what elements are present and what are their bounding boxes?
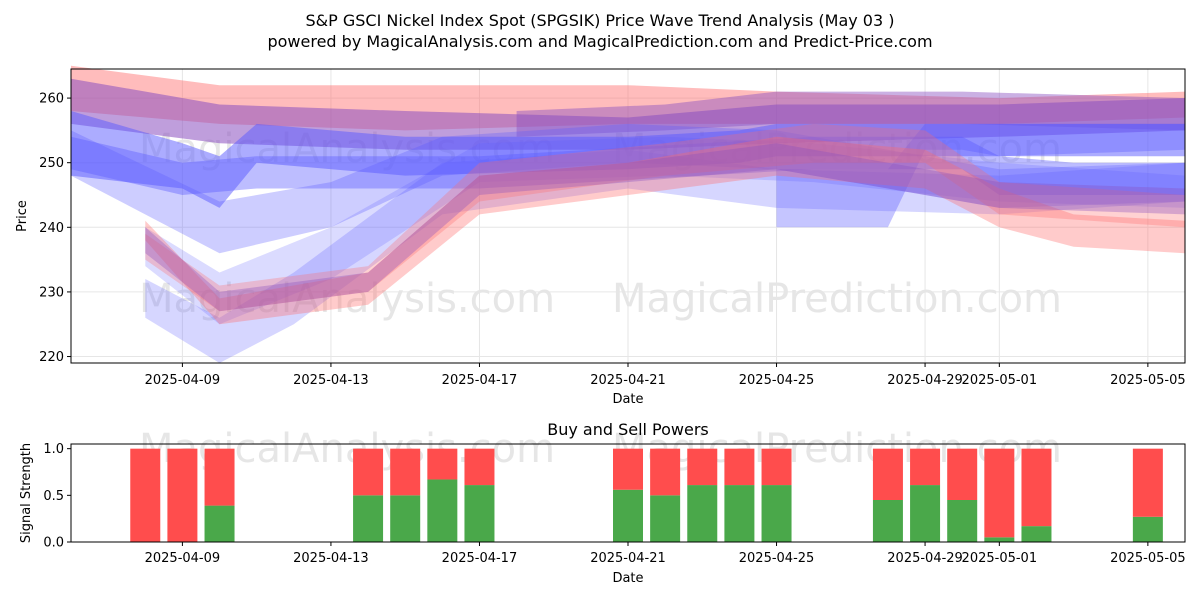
buy-bar-7 [613, 489, 643, 542]
signal-x-tick-label-3: 2025-04-21 [590, 551, 666, 566]
signal-x-tick-label-4: 2025-04-25 [739, 551, 815, 566]
signal-y-tick-label-0: 0.0 [43, 536, 64, 551]
price-band-4 [71, 136, 1185, 195]
price-y-tick-label-3: 250 [39, 156, 64, 171]
buy-bar-10 [724, 485, 755, 542]
price-y-tick-label-1: 230 [39, 285, 64, 300]
buy-bar-13 [910, 485, 941, 542]
signal-x-tick-label-2: 2025-04-17 [442, 551, 518, 566]
price-band-9 [145, 136, 1185, 325]
sell-bar-17 [1132, 448, 1163, 517]
sell-bar-14 [947, 448, 978, 500]
price-band-3 [71, 111, 1185, 208]
price-x-tick-label-2: 2025-04-17 [442, 373, 518, 388]
sell-bar-9 [687, 448, 718, 486]
sell-bar-11 [761, 448, 792, 486]
buy-bar-9 [687, 485, 718, 542]
price-band-10 [145, 123, 1185, 312]
buy-bar-12 [872, 500, 903, 542]
sell-bar-12 [872, 448, 903, 500]
sell-bar-13 [910, 448, 941, 486]
price-y-axis-label: Price [15, 200, 30, 232]
buy-bar-17 [1132, 516, 1163, 542]
sell-bar-15 [984, 448, 1015, 538]
buy-bar-16 [1021, 526, 1052, 542]
signal-y-axis-label: Signal Strength [19, 443, 34, 543]
price-band-6 [71, 123, 1185, 254]
signal-x-axis-label: Date [612, 571, 643, 586]
signal-chart: Buy and Sell Powers 2025-04-09 2025-04-13 2… [19, 420, 1186, 586]
price-y-tick-label-4: 260 [39, 92, 64, 107]
sell-bar-7 [613, 448, 643, 490]
price-x-tick-label-7: 2025-05-05 [1110, 373, 1186, 388]
sell-bar-2 [204, 448, 235, 506]
figure-title: S&P GSCI Nickel Index Spot (SPGSIK) Pric… [305, 11, 894, 30]
watermark-mid-right: MagicalPrediction.com [612, 276, 1062, 322]
sell-bar-0 [130, 448, 161, 542]
buy-bar-8 [650, 495, 681, 542]
price-y-tick-label-2: 240 [39, 221, 64, 236]
buy-bar-3 [353, 495, 384, 542]
buy-bar-4 [390, 495, 421, 542]
signal-chart-title: Buy and Sell Powers [547, 420, 709, 439]
price-y-tick-label-0: 220 [39, 350, 64, 365]
price-x-tick-label-1: 2025-04-13 [293, 373, 369, 388]
signal-x-tick-label-1: 2025-04-13 [293, 551, 369, 566]
price-x-tick-label-5: 2025-04-29 [887, 373, 963, 388]
sell-bar-6 [464, 448, 495, 486]
price-x-tick-label-0: 2025-04-09 [145, 373, 221, 388]
sell-bar-16 [1021, 448, 1052, 527]
price-band-8 [145, 136, 1185, 325]
buy-bar-6 [464, 485, 495, 542]
buy-bar-14 [947, 500, 978, 542]
signal-x-tick-label-0: 2025-04-09 [145, 551, 221, 566]
signal-x-tick-label-5: 2025-04-29 [887, 551, 963, 566]
price-x-tick-label-4: 2025-04-25 [739, 373, 815, 388]
sell-bar-4 [390, 448, 421, 496]
price-chart: 2025-04-09 2025-04-13 2025-04-17 2025-04-21… [15, 65, 1186, 407]
price-x-tick-label-6: 2025-05-01 [962, 373, 1038, 388]
signal-y-tick-label-1: 0.5 [43, 489, 64, 504]
sell-bar-8 [650, 448, 681, 496]
price-x-tick-label-3: 2025-04-21 [590, 373, 666, 388]
buy-bar-2 [204, 505, 235, 542]
buy-bar-15 [984, 537, 1015, 542]
buy-bar-5 [427, 479, 458, 542]
figure-subtitle: powered by MagicalAnalysis.com and Magic… [267, 32, 932, 51]
signal-x-tick-label-7: 2025-05-05 [1110, 551, 1186, 566]
price-band-7 [145, 149, 1185, 363]
sell-bar-10 [724, 448, 755, 486]
sell-bar-1 [167, 448, 198, 542]
signal-y-tick-label-2: 1.0 [43, 442, 64, 457]
buy-bar-11 [761, 485, 792, 542]
sell-bar-3 [353, 448, 384, 496]
price-band-11 [145, 143, 1185, 312]
price-band-5 [776, 123, 1185, 228]
signal-x-tick-label-6: 2025-05-01 [962, 551, 1038, 566]
price-x-axis-label: Date [612, 392, 643, 407]
sell-bar-5 [427, 448, 458, 480]
watermark-mid-left: MagicalAnalysis.com [139, 276, 555, 322]
